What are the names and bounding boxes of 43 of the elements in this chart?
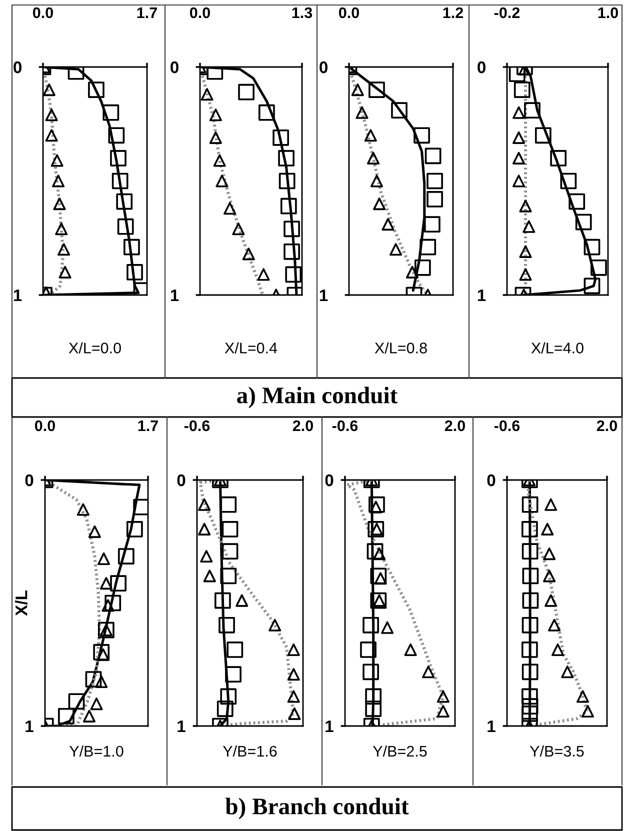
- x-tick-label: 0.0: [338, 7, 359, 18]
- y-tick-label: 1: [14, 290, 22, 302]
- x-tick-label: 0.0: [34, 420, 55, 432]
- x-tick-label: 1.7: [137, 7, 157, 18]
- y-tick-label: 0: [177, 474, 186, 486]
- y-tick-label: 0: [478, 61, 486, 74]
- x-axis-title: Y/B=3.5: [530, 745, 584, 757]
- y-tick-label: 0: [325, 474, 334, 486]
- x-axis-title: X/L=0.0: [68, 342, 121, 354]
- x-tick-label: 2.0: [292, 420, 313, 432]
- y-tick-label: 1: [178, 720, 186, 732]
- y-tick-label: 0: [14, 61, 22, 74]
- x-tick-label: 0.0: [32, 7, 53, 18]
- y-tick-label: 1: [170, 290, 179, 302]
- y-tick-label: 0: [170, 61, 178, 74]
- x-tick-label: 2.0: [444, 420, 465, 432]
- x-axis-title: X/L=4.0: [531, 342, 584, 354]
- x-tick-label: -0.6: [494, 420, 520, 432]
- x-tick-label: 1.3: [292, 7, 312, 18]
- x-tick-label: 1.0: [598, 7, 618, 18]
- y-tick-label: 1: [26, 720, 34, 732]
- x-axis-title: X/L=0.4: [224, 342, 278, 354]
- y-tick-label: 1: [326, 720, 334, 732]
- x-axis-title: Y/B=1.6: [222, 745, 277, 757]
- y-tick-label: 0: [25, 474, 34, 486]
- x-tick-label: 0.0: [190, 7, 210, 18]
- x-tick-label: 1.7: [138, 420, 158, 431]
- x-tick-label: 1.2: [443, 7, 464, 18]
- x-tick-label: -0.6: [332, 420, 358, 432]
- x-tick-label: 2.0: [596, 420, 617, 432]
- text: a) Main conduit: [237, 386, 398, 408]
- x-axis-title: Y/B=2.5: [372, 745, 427, 757]
- x-axis-title: Y/B=1.0: [69, 745, 124, 757]
- y-tick-label: 1: [478, 290, 486, 302]
- y-tick-label: 0: [320, 61, 328, 74]
- x-axis-title: X/L=0.8: [374, 342, 427, 354]
- x-tick-label: -0.2: [494, 7, 520, 18]
- y-tick-label: 0: [487, 474, 496, 486]
- text: b) Branch conduit: [225, 798, 409, 820]
- y-tick-label: 1: [320, 290, 328, 302]
- y-tick-label: 1: [488, 720, 496, 732]
- y-axis-title: X/L: [15, 590, 28, 616]
- x-tick-label: -0.6: [184, 420, 210, 432]
